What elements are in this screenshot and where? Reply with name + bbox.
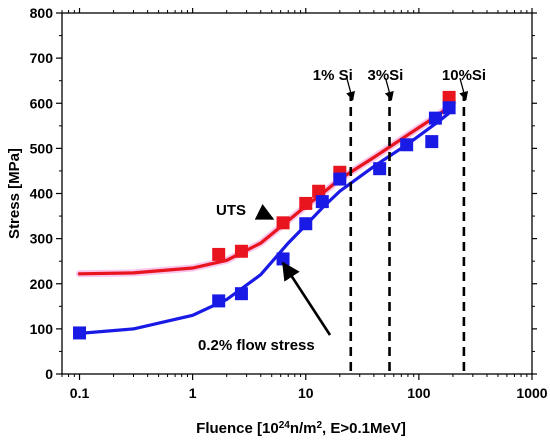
si-threshold-label: 3%Si — [368, 67, 404, 84]
y-tick-label: 200 — [30, 276, 54, 292]
uts-fit-halo — [76, 99, 457, 278]
y-tick-label: 800 — [30, 5, 54, 21]
x-axis-title: Fluence [1024n/m2, E>0.1MeV] — [196, 420, 406, 438]
y-tick-label: 100 — [30, 321, 54, 337]
x-tick-label: 1 — [189, 385, 197, 401]
uts-data-point — [299, 196, 313, 210]
y-axis-title: Stress [MPa] — [6, 148, 23, 239]
x-axis-title-part: , E>0.1MeV] — [322, 420, 406, 437]
uts-data-point — [312, 184, 326, 198]
x-axis-title-superscript: 2 — [316, 420, 322, 431]
flow-stress-data-point — [400, 138, 414, 152]
flow-stress-data-point — [442, 101, 456, 115]
flow-stress-data-point — [428, 111, 442, 125]
flow-stress-data-point — [73, 326, 87, 340]
flow-stress-data-point — [315, 195, 329, 209]
uts-data-point — [442, 90, 456, 104]
flow-stress-data-point — [212, 294, 226, 308]
flow-stress-data-point — [333, 172, 347, 186]
uts-fit-line — [77, 101, 455, 276]
flow-stress-data-point — [373, 162, 387, 176]
y-tick-label: 700 — [30, 50, 54, 66]
x-tick-label: 1000 — [516, 385, 547, 401]
y-tick-label: 500 — [30, 140, 54, 156]
x-tick-label: 100 — [407, 385, 431, 401]
x-tick-label: 0.1 — [70, 385, 90, 401]
uts-data-point — [276, 216, 290, 230]
flow-stress-data-point — [299, 217, 313, 231]
y-tick-label: 300 — [30, 231, 54, 247]
x-axis-title-superscript: 24 — [279, 420, 291, 431]
uts-annotation-arrow — [254, 203, 275, 220]
si-threshold-arrow — [384, 77, 394, 101]
si-threshold-label: 10%Si — [442, 67, 486, 84]
x-axis-title-part: Fluence [10 — [196, 420, 279, 437]
x-tick-label: 10 — [298, 385, 314, 401]
si-threshold-label: 1% Si — [313, 67, 353, 84]
uts-data-point — [234, 244, 248, 258]
uts-annotation: UTS — [216, 202, 246, 219]
x-axis-title-part: n/m — [290, 420, 317, 437]
si-threshold-arrow — [459, 77, 469, 101]
flow-stress-data-point — [425, 135, 439, 149]
flow-stress-data-point — [234, 287, 248, 301]
flow-stress-annotation-arrow — [281, 261, 332, 336]
y-tick-label: 600 — [30, 95, 54, 111]
si-threshold-arrow — [346, 77, 356, 101]
flow-stress-annotation: 0.2% flow stress — [198, 337, 315, 354]
y-tick-label: 0 — [45, 366, 53, 382]
uts-data-point — [212, 247, 226, 261]
y-tick-label: 400 — [30, 186, 54, 202]
